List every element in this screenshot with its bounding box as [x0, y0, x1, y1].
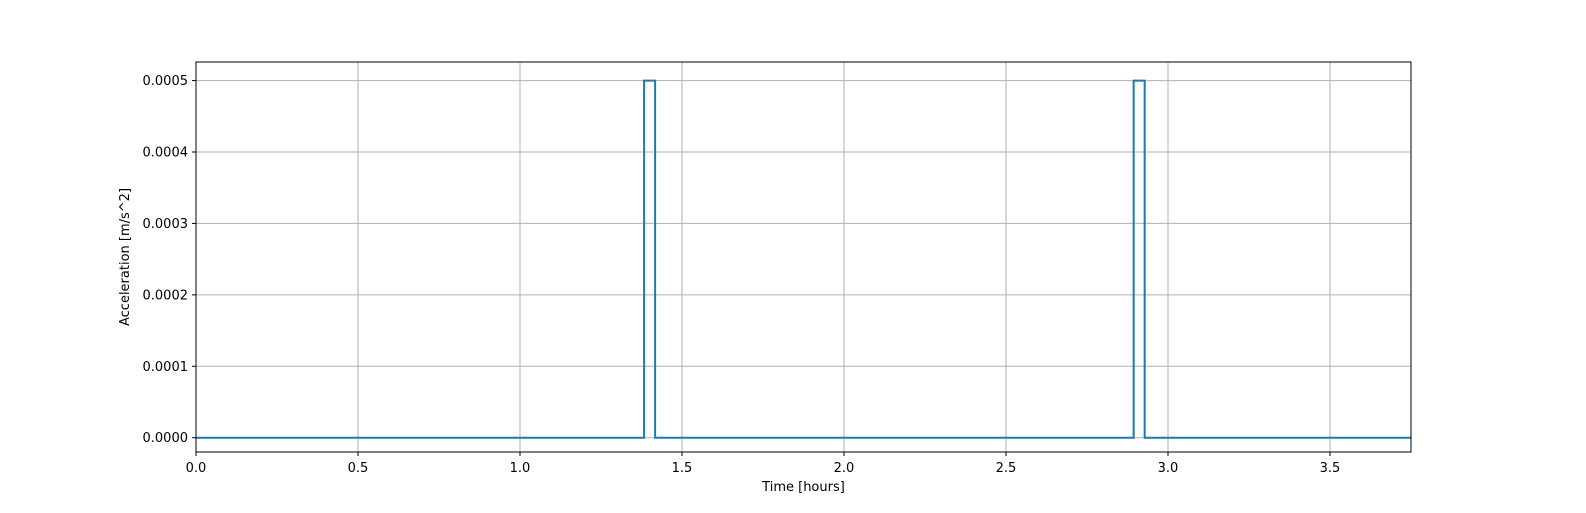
y-tick-label: 0.0001 — [143, 360, 189, 375]
x-tick-label: 2.5 — [996, 461, 1017, 476]
y-tick-label: 0.0004 — [143, 146, 189, 161]
y-tick-label: 0.0005 — [143, 74, 189, 89]
x-axis-label: Time [hours] — [761, 480, 845, 495]
series-line — [196, 79, 1411, 439]
y-axis-label: Acceleration [m/s^2] — [118, 188, 133, 326]
x-tick-label: 0.5 — [348, 461, 369, 476]
x-tick-label: 1.5 — [672, 461, 693, 476]
x-tick-label: 2.0 — [834, 461, 855, 476]
y-tick-label: 0.0003 — [143, 217, 189, 232]
x-tick-label: 3.0 — [1158, 461, 1179, 476]
series-layer — [196, 79, 1411, 439]
x-axis-ticks: 0.0 0.5 1.0 1.5 2.0 2.5 3.0 3.5 — [186, 452, 1341, 476]
x-tick-label: 0.0 — [186, 461, 207, 476]
x-tick-label: 1.0 — [510, 461, 531, 476]
y-tick-label: 0.0000 — [143, 431, 189, 446]
plot-area — [196, 62, 1411, 452]
x-tick-label: 3.5 — [1320, 461, 1341, 476]
y-axis-ticks: 0.0000 0.0001 0.0002 0.0003 0.0004 0.0005 — [143, 74, 196, 446]
y-tick-label: 0.0002 — [143, 288, 189, 303]
plot-frame — [195, 61, 1412, 453]
